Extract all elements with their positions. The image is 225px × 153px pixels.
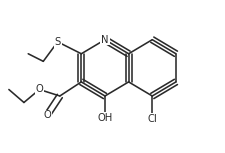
Text: O: O bbox=[36, 84, 43, 95]
Text: OH: OH bbox=[97, 113, 112, 123]
Text: Cl: Cl bbox=[147, 114, 157, 124]
Text: O: O bbox=[43, 110, 51, 120]
Text: N: N bbox=[101, 35, 109, 45]
Text: S: S bbox=[54, 37, 61, 47]
